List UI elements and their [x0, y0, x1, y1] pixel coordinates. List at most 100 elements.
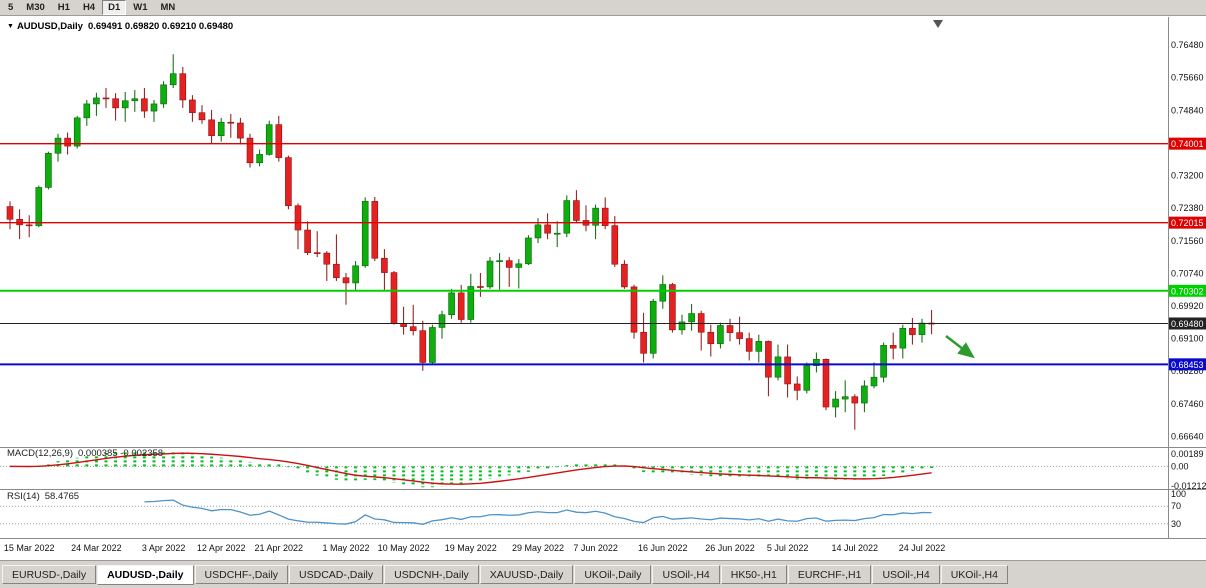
- date-label: 26 Jun 2022: [705, 543, 755, 553]
- candle: [553, 232, 561, 235]
- candle: [505, 260, 513, 268]
- candle: [131, 98, 139, 102]
- candle: [697, 313, 705, 333]
- candle: [342, 277, 350, 284]
- candle: [438, 314, 446, 328]
- chart-tab-audusd-daily[interactable]: AUDUSD-,Daily: [97, 565, 194, 585]
- support-line-blue-badge-label: 0.68453: [1171, 360, 1204, 370]
- candle: [313, 252, 321, 254]
- chart-tab-xauusd-daily[interactable]: XAUUSD-,Daily: [479, 565, 574, 584]
- price-tick-label: 0.69920: [1171, 301, 1204, 311]
- resistance-line-lower-badge: [1169, 216, 1206, 229]
- price-tick-label: 0.76480: [1171, 40, 1204, 50]
- candle: [870, 376, 878, 387]
- candle: [515, 263, 523, 268]
- candle: [352, 265, 359, 284]
- candle: [25, 224, 33, 227]
- period-button-h1[interactable]: H1: [57, 2, 70, 13]
- rsi-value: 58.4765: [44, 491, 80, 502]
- date-label: 29 May 2022: [512, 543, 564, 553]
- chart-tab-usdcnh-daily[interactable]: USDCNH-,Daily: [384, 565, 479, 584]
- candle: [486, 260, 494, 288]
- period-button-5[interactable]: 5: [8, 2, 14, 13]
- candle: [112, 98, 119, 109]
- chart-tab-usdcad-daily[interactable]: USDCAD-,Daily: [289, 565, 384, 584]
- chart-tab-eurchf-h1[interactable]: EURCHF-,H1: [787, 565, 872, 584]
- date-label: 24 Mar 2022: [71, 543, 122, 553]
- candle: [189, 99, 196, 113]
- chart-ohlc-values: 0.69491 0.69820 0.69210 0.69480: [87, 21, 234, 32]
- chart-tab-hk50-h1[interactable]: HK50-,H1: [720, 565, 787, 584]
- price-tick-label: 0.70740: [1171, 268, 1204, 278]
- candle: [765, 341, 772, 378]
- candle: [774, 356, 782, 378]
- candle: [35, 187, 43, 226]
- support-line-green-badge-label: 0.70302: [1171, 286, 1204, 296]
- chart-tab-eurusd-daily[interactable]: EURUSD-,Daily: [2, 565, 97, 584]
- current-price-line-badge: [1169, 317, 1206, 330]
- rsi-axis-label: 30: [1171, 519, 1181, 529]
- candle: [841, 396, 849, 400]
- candle: [275, 124, 283, 158]
- period-button-d1[interactable]: D1: [102, 0, 127, 15]
- candle: [73, 117, 81, 147]
- candle: [659, 284, 667, 302]
- chart-tab-usoil-h4[interactable]: USOil-,H4: [652, 565, 720, 584]
- chart-title: ▼ AUDUSD,Daily 0.69491 0.69820 0.69210 0.6…: [7, 21, 233, 32]
- period-button-mn[interactable]: MN: [160, 2, 176, 13]
- chart-tab-ukoil-daily[interactable]: UKOil-,Daily: [574, 565, 652, 584]
- macd-axis-label: 0.00189: [1171, 449, 1204, 459]
- chart-tab-bar: EURUSD-,Daily AUDUSD-,Daily USDCHF-,Daily U…: [0, 560, 1206, 588]
- candle: [621, 263, 628, 288]
- candle: [726, 325, 734, 333]
- chart-symbol-label: AUDUSD,Daily: [16, 21, 83, 32]
- candle: [141, 98, 148, 112]
- candle: [45, 152, 52, 188]
- candle: [745, 338, 753, 352]
- price-tick-label: 0.71560: [1171, 236, 1204, 246]
- candle: [227, 121, 235, 124]
- down-arrow-annotation[interactable]: [945, 335, 975, 359]
- date-label: 14 Jul 2022: [832, 543, 879, 553]
- support-line-green-badge: [1169, 284, 1206, 297]
- period-button-h4[interactable]: H4: [82, 2, 96, 13]
- chart-tab-usdchf-daily[interactable]: USDCHF-,Daily: [194, 565, 289, 584]
- candle: [361, 201, 369, 267]
- rsi-name: RSI(14): [7, 491, 40, 502]
- candle: [409, 326, 417, 331]
- rsi-axis-label: 70: [1171, 501, 1181, 511]
- chart-canvas[interactable]: 0.764800.756600.748400.740200.732000.723…: [0, 17, 1206, 560]
- candle: [496, 260, 503, 262]
- candle: [880, 345, 887, 378]
- date-label: 16 Jun 2022: [638, 543, 688, 553]
- macd-name: MACD(12,26,9): [7, 448, 73, 459]
- candle: [851, 396, 859, 404]
- date-label: 12 Apr 2022: [197, 543, 246, 553]
- chart-tab-usoil-h4[interactable]: USOil-,H4: [872, 565, 940, 584]
- candle: [861, 385, 868, 404]
- candle: [813, 358, 820, 366]
- date-label: 3 Apr 2022: [142, 543, 186, 553]
- candle: [54, 137, 62, 154]
- chart-area[interactable]: 0.764800.756600.748400.740200.732000.723…: [0, 17, 1206, 560]
- macd-axis-label: 0.00: [1171, 461, 1189, 471]
- date-label: 24 Jul 2022: [899, 543, 946, 553]
- period-button-w1[interactable]: W1: [133, 2, 148, 13]
- chart-shift-marker[interactable]: [933, 20, 943, 28]
- period-button-m30[interactable]: M30: [26, 2, 45, 13]
- candle: [256, 154, 263, 164]
- candle: [918, 322, 926, 335]
- price-tick-label: 0.72380: [1171, 203, 1204, 213]
- date-label: 15 Mar 2022: [4, 543, 55, 553]
- candle: [525, 237, 532, 265]
- candle: [544, 224, 551, 234]
- candles-layer: [6, 54, 935, 430]
- candle: [803, 365, 811, 391]
- candle: [169, 73, 177, 86]
- candle: [534, 224, 542, 239]
- chart-tab-ukoil-h4[interactable]: UKOil-,H4: [940, 565, 1008, 584]
- price-tick-label: 0.73200: [1171, 171, 1204, 181]
- horizontal-lines: 0.74001 0.72015 0.70302 0.69480 0.68453: [0, 137, 1206, 371]
- date-label: 10 May 2022: [378, 543, 430, 553]
- candle: [822, 358, 830, 408]
